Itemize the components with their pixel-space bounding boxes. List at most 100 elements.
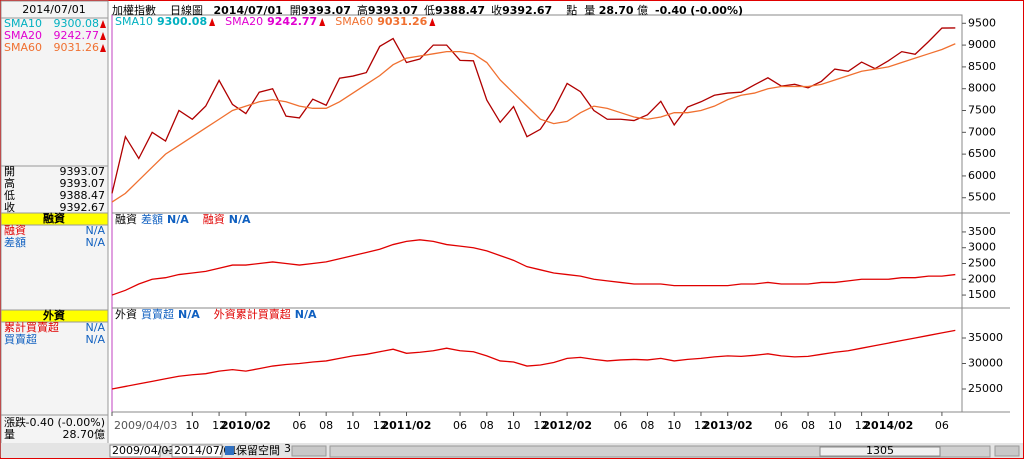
line xyxy=(111,27,956,194)
x-tick-label: 12 xyxy=(212,419,226,432)
y-tick-label: 6500 xyxy=(968,147,996,160)
side-value: 9242.77 xyxy=(54,29,100,42)
y-tick-label: 3500 xyxy=(968,225,996,238)
separator: ~ xyxy=(164,444,173,457)
ohlc-label: 收 xyxy=(491,4,503,17)
side-value: N/A xyxy=(86,236,106,249)
y-tick-label: 3000 xyxy=(968,241,996,254)
y-tick-label: 2500 xyxy=(968,256,996,269)
x-tick-label: 10 xyxy=(507,419,521,432)
unit: 點 xyxy=(566,4,578,17)
y-tick-label: 7500 xyxy=(968,104,996,117)
arrow-icon xyxy=(429,18,436,26)
x-tick-label: 06 xyxy=(453,419,467,432)
x-tick-label: 10 xyxy=(185,419,199,432)
panel-title: 外資 xyxy=(115,308,137,321)
x-tick-label: 2009/04/03 xyxy=(114,419,177,432)
side-value: 9392.67 xyxy=(60,201,106,214)
y-tick-label: 9500 xyxy=(968,16,996,29)
legend-value: 9031.26 xyxy=(377,15,427,28)
legend-value: N/A xyxy=(167,213,189,226)
x-tick-label: 2010/02 xyxy=(221,419,271,432)
icon[interactable] xyxy=(225,446,234,455)
side-item: 買賣超 xyxy=(4,332,37,346)
ohlc-value: 9388.47 xyxy=(434,4,486,17)
period: 日線圖 xyxy=(170,4,203,17)
side-item: 量 xyxy=(4,428,15,441)
legend-name: SMA10 xyxy=(115,15,153,28)
x-tick-label: 08 xyxy=(480,419,494,432)
line xyxy=(111,329,956,390)
side-item: 高 xyxy=(4,176,15,190)
x-tick-label: 06 xyxy=(774,419,788,432)
x-tick-label: 10 xyxy=(346,419,360,432)
x-tick-label: 08 xyxy=(319,419,333,432)
y-tick-label: 7000 xyxy=(968,125,996,138)
x-tick-label: 08 xyxy=(801,419,815,432)
ohlc-label: 開 xyxy=(289,4,301,17)
side-section: 融資 xyxy=(43,211,65,225)
arrow-icon xyxy=(100,44,106,52)
volume-label: 量 xyxy=(584,4,596,17)
x-tick-label: 2013/02 xyxy=(703,419,753,432)
side-item: 差額 xyxy=(4,235,26,249)
change: -0.40 xyxy=(655,4,687,17)
change-pct: (-0.00%) xyxy=(690,4,744,17)
date-input[interactable] xyxy=(171,444,223,458)
date-input[interactable] xyxy=(109,444,161,458)
side-item: 累計買賣超 xyxy=(4,320,59,334)
end-date: 2014/07/01 xyxy=(174,444,237,457)
arrow-icon xyxy=(209,18,216,26)
scrollbar[interactable] xyxy=(329,445,991,458)
x-tick-label: 2012/02 xyxy=(542,419,592,432)
y-tick-label: 5500 xyxy=(968,191,996,204)
y-tick-label: 2000 xyxy=(968,272,996,285)
side-item: SMA20 xyxy=(4,29,42,42)
y-tick-label: 1500 xyxy=(968,288,996,301)
section-header xyxy=(0,212,109,226)
index-name: 加權指數 xyxy=(112,4,156,17)
side-value: 28.70億 xyxy=(63,428,106,441)
ohlc-label: 低 xyxy=(423,4,435,17)
legend-value: N/A xyxy=(295,308,317,321)
side-value: N/A xyxy=(86,321,106,334)
line xyxy=(111,239,956,296)
side-value: N/A xyxy=(86,224,106,237)
side-item: SMA60 xyxy=(4,41,42,54)
side-value: N/A xyxy=(86,333,106,346)
reserve-count: 3 xyxy=(284,442,291,455)
legend-value: 9300.08 xyxy=(157,15,207,28)
y-tick-label: 30000 xyxy=(968,356,1003,369)
x-tick-label: 12 xyxy=(855,419,869,432)
line xyxy=(111,43,956,203)
panel-title: 融資 xyxy=(115,213,137,226)
start-date: 2009/04/03 xyxy=(112,444,175,457)
volume-unit: 億 xyxy=(637,4,648,17)
side-value: -0.40 (-0.00%) xyxy=(26,416,105,429)
side-item: 開 xyxy=(4,165,15,178)
side-item: 漲跌 xyxy=(4,415,26,429)
ohlc-value: 9392.67 xyxy=(502,4,553,17)
y-tick-label: 6000 xyxy=(968,169,996,182)
x-tick-label: 2014/02 xyxy=(863,419,913,432)
section-header xyxy=(0,309,109,323)
x-tick-label: 12 xyxy=(694,419,708,432)
side-value: 9393.07 xyxy=(60,165,106,178)
change-pct: (-0.00%) xyxy=(58,416,106,429)
icons[interactable] xyxy=(291,445,327,457)
side-item: 低 xyxy=(4,189,15,202)
x-tick-label: 10 xyxy=(828,419,842,432)
legend-name: 融資 xyxy=(203,213,225,226)
side-value: 9300.08 xyxy=(54,17,100,30)
legend-name: SMA60 xyxy=(335,15,373,28)
x-tick-label: 12 xyxy=(533,419,547,432)
position: 1305 xyxy=(866,444,894,457)
scroll-thumb[interactable] xyxy=(819,446,941,457)
ohlc-value: 9393.07 xyxy=(367,4,418,17)
side-section: 外資 xyxy=(42,308,65,322)
zoom[interactable] xyxy=(994,445,1020,457)
side-panel xyxy=(0,0,109,458)
x-tick-label: 08 xyxy=(640,419,654,432)
